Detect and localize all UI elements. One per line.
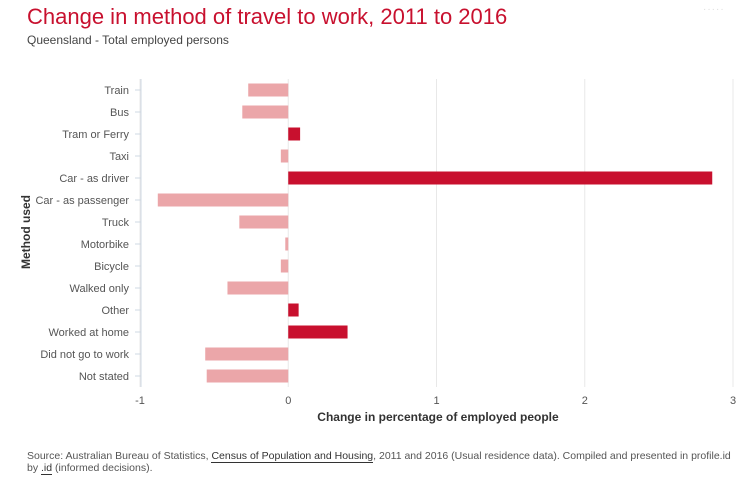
x-axis-title: Change in percentage of employed people <box>317 410 559 424</box>
bar-worked-at-home[interactable] <box>288 325 348 339</box>
category-label: Truck <box>102 217 130 229</box>
bar-train[interactable] <box>248 83 289 97</box>
category-label: Other <box>101 305 129 317</box>
bar-car-as-passenger[interactable] <box>157 193 289 207</box>
bar-bus[interactable] <box>242 105 289 119</box>
category-label: Car - as passenger <box>35 195 129 207</box>
category-label: Walked only <box>69 283 129 295</box>
category-label: Bicycle <box>94 261 129 273</box>
source-suffix: (informed decisions). <box>52 462 153 474</box>
census-link[interactable]: Census of Population and Housing <box>211 450 374 463</box>
x-tick-label: -1 <box>135 395 145 407</box>
category-label: Car - as driver <box>59 173 129 185</box>
source-footer: Source: Australian Bureau of Statistics,… <box>27 450 737 475</box>
bar-did-not-go-to-work[interactable] <box>205 347 289 361</box>
category-label: Tram or Ferry <box>62 129 129 141</box>
bar-car-as-driver[interactable] <box>288 171 713 185</box>
category-label: Not stated <box>79 371 129 383</box>
category-label: Train <box>104 85 129 97</box>
chart-title: Change in method of travel to work, 2011… <box>27 4 508 29</box>
category-label: Did not go to work <box>40 349 129 361</box>
source-middle: , 2011 and 2016 (Usual residence data). … <box>27 450 731 474</box>
bar-truck[interactable] <box>239 215 289 229</box>
category-label: Taxi <box>109 151 129 163</box>
id-link[interactable]: .id <box>41 462 53 475</box>
bar-motorbike[interactable] <box>285 237 289 251</box>
more-options-icon[interactable]: ····· <box>703 4 725 15</box>
grid-lines <box>135 79 734 387</box>
category-label: Motorbike <box>81 239 129 251</box>
category-label: Worked at home <box>48 327 129 339</box>
category-label: Bus <box>110 107 129 119</box>
y-axis-title: Method used <box>19 195 33 269</box>
bar-other[interactable] <box>288 303 299 317</box>
bar-not-stated[interactable] <box>206 369 289 383</box>
chart-subtitle: Queensland - Total employed persons <box>27 33 229 47</box>
x-tick-label: 3 <box>730 395 736 407</box>
source-prefix: Source: Australian Bureau of Statistics, <box>27 450 212 462</box>
bar-chart: Train Bus Tram or Ferry Taxi Car - as driver… <box>19 79 736 424</box>
x-tick-label: 2 <box>582 395 588 407</box>
bar-taxi[interactable] <box>280 149 289 163</box>
bar-bicycle[interactable] <box>280 259 289 273</box>
x-tick-label: 0 <box>285 395 291 407</box>
category-labels: Train Bus Tram or Ferry Taxi Car - as driver… <box>35 85 129 383</box>
x-tick-labels: -1 0 1 2 3 <box>135 395 736 407</box>
bar-walked-only[interactable] <box>227 281 289 295</box>
bar-tram-or-ferry[interactable] <box>288 127 301 141</box>
bars <box>157 83 713 383</box>
x-tick-label: 1 <box>433 395 439 407</box>
